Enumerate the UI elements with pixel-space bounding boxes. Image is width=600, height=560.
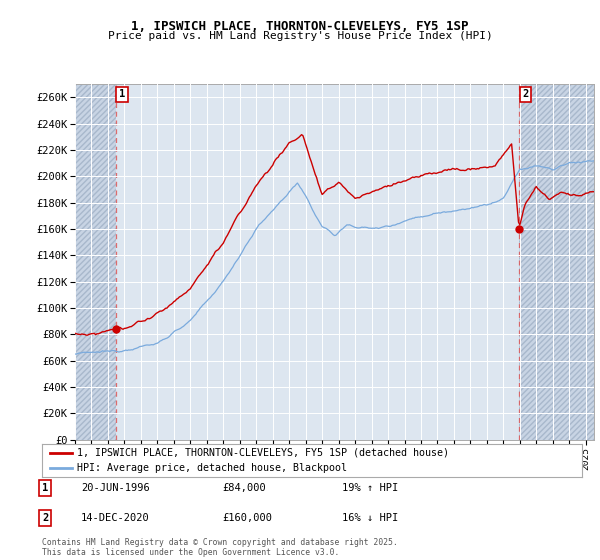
Text: 2: 2	[42, 513, 48, 523]
Text: £160,000: £160,000	[222, 513, 272, 523]
Text: 14-DEC-2020: 14-DEC-2020	[81, 513, 150, 523]
Text: 1: 1	[119, 90, 125, 99]
Text: 20-JUN-1996: 20-JUN-1996	[81, 483, 150, 493]
Text: Contains HM Land Registry data © Crown copyright and database right 2025.
This d: Contains HM Land Registry data © Crown c…	[42, 538, 398, 557]
Text: Price paid vs. HM Land Registry's House Price Index (HPI): Price paid vs. HM Land Registry's House …	[107, 31, 493, 41]
Text: 1, IPSWICH PLACE, THORNTON-CLEVELEYS, FY5 1SP: 1, IPSWICH PLACE, THORNTON-CLEVELEYS, FY…	[131, 20, 469, 32]
Text: £84,000: £84,000	[222, 483, 266, 493]
Text: 16% ↓ HPI: 16% ↓ HPI	[342, 513, 398, 523]
Text: HPI: Average price, detached house, Blackpool: HPI: Average price, detached house, Blac…	[77, 463, 347, 473]
Text: 1: 1	[42, 483, 48, 493]
Text: 19% ↑ HPI: 19% ↑ HPI	[342, 483, 398, 493]
Text: 1, IPSWICH PLACE, THORNTON-CLEVELEYS, FY5 1SP (detached house): 1, IPSWICH PLACE, THORNTON-CLEVELEYS, FY…	[77, 447, 449, 458]
Text: 2: 2	[523, 90, 529, 99]
